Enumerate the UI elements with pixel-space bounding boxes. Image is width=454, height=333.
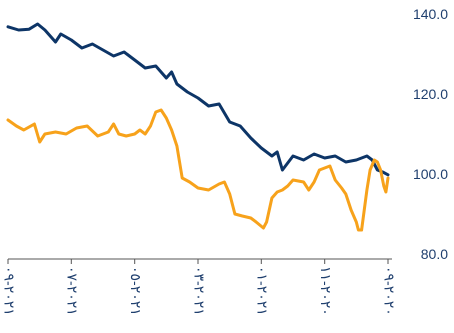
y-tick-labels: 140.0 120.0 100.0 80.0 <box>413 6 448 262</box>
x-tick-label: ٢٠٢٠-٠٩ <box>381 266 397 316</box>
series-line-2 <box>6 108 390 232</box>
y-tick-label: 120.0 <box>413 86 448 102</box>
x-tick-label: ٢٠٢١-٠٩ <box>1 266 17 316</box>
x-tick-label: ٢٠٢١-٠١ <box>255 266 271 316</box>
y-tick-label: 100.0 <box>413 166 448 182</box>
series-layer <box>6 22 390 232</box>
y-tick-label: 80.0 <box>421 246 448 262</box>
x-tick-label: ٢٠٢١-٠٥ <box>128 266 144 316</box>
x-tick-label: ٢٠٢١-٠٣ <box>191 266 207 316</box>
series-line-1 <box>6 22 390 177</box>
x-tick-label: ٢٠٢٠-١١ <box>318 266 334 316</box>
y-tick-label: 140.0 <box>413 6 448 22</box>
x-tick-labels: ٢٠٢١-٠٩ ٢٠٢١-٠٧ ٢٠٢١-٠٥ ٢٠٢١-٠٣ ٢٠٢١-٠١ ٢٠٢٠-… <box>1 259 397 316</box>
x-tick-label: ٢٠٢١-٠٧ <box>65 266 81 316</box>
